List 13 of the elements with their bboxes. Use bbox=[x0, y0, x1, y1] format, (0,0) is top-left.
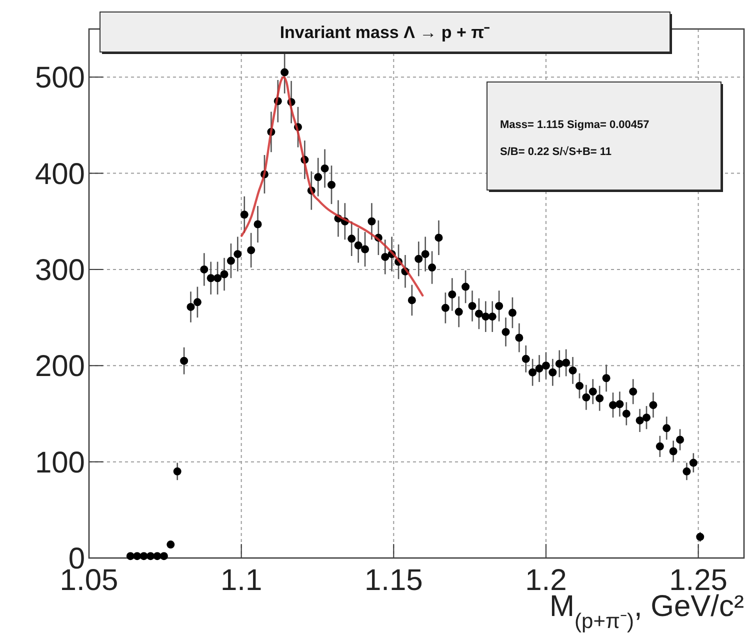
y-tick-label: 500 bbox=[34, 62, 85, 95]
y-tick-label: 100 bbox=[34, 446, 85, 480]
y-tick-label: 200 bbox=[34, 350, 85, 384]
x-tick-label: 1.1 bbox=[220, 564, 262, 597]
x-axis-title: M$_{(p+π⁻)}$, GeV/c² bbox=[550, 590, 744, 632]
annotation: S/B= 0.22 S/√S+B= 11 bbox=[500, 146, 612, 158]
annotation: Mass= 1.115 Sigma= 0.00457 bbox=[500, 119, 650, 131]
y-tick-label: 400 bbox=[34, 158, 85, 191]
y-tick-label: 300 bbox=[34, 254, 85, 287]
x-tick-label: 1.15 bbox=[364, 564, 423, 597]
title-box: Invariant mass Λ → p + π⁻ bbox=[100, 12, 672, 54]
stats-box: Mass= 1.115 Sigma= 0.00457 S/B= 0.22 S/√S+B= 11 bbox=[486, 82, 723, 192]
chart-title: Invariant mass Λ → p + π⁻ bbox=[280, 23, 490, 42]
